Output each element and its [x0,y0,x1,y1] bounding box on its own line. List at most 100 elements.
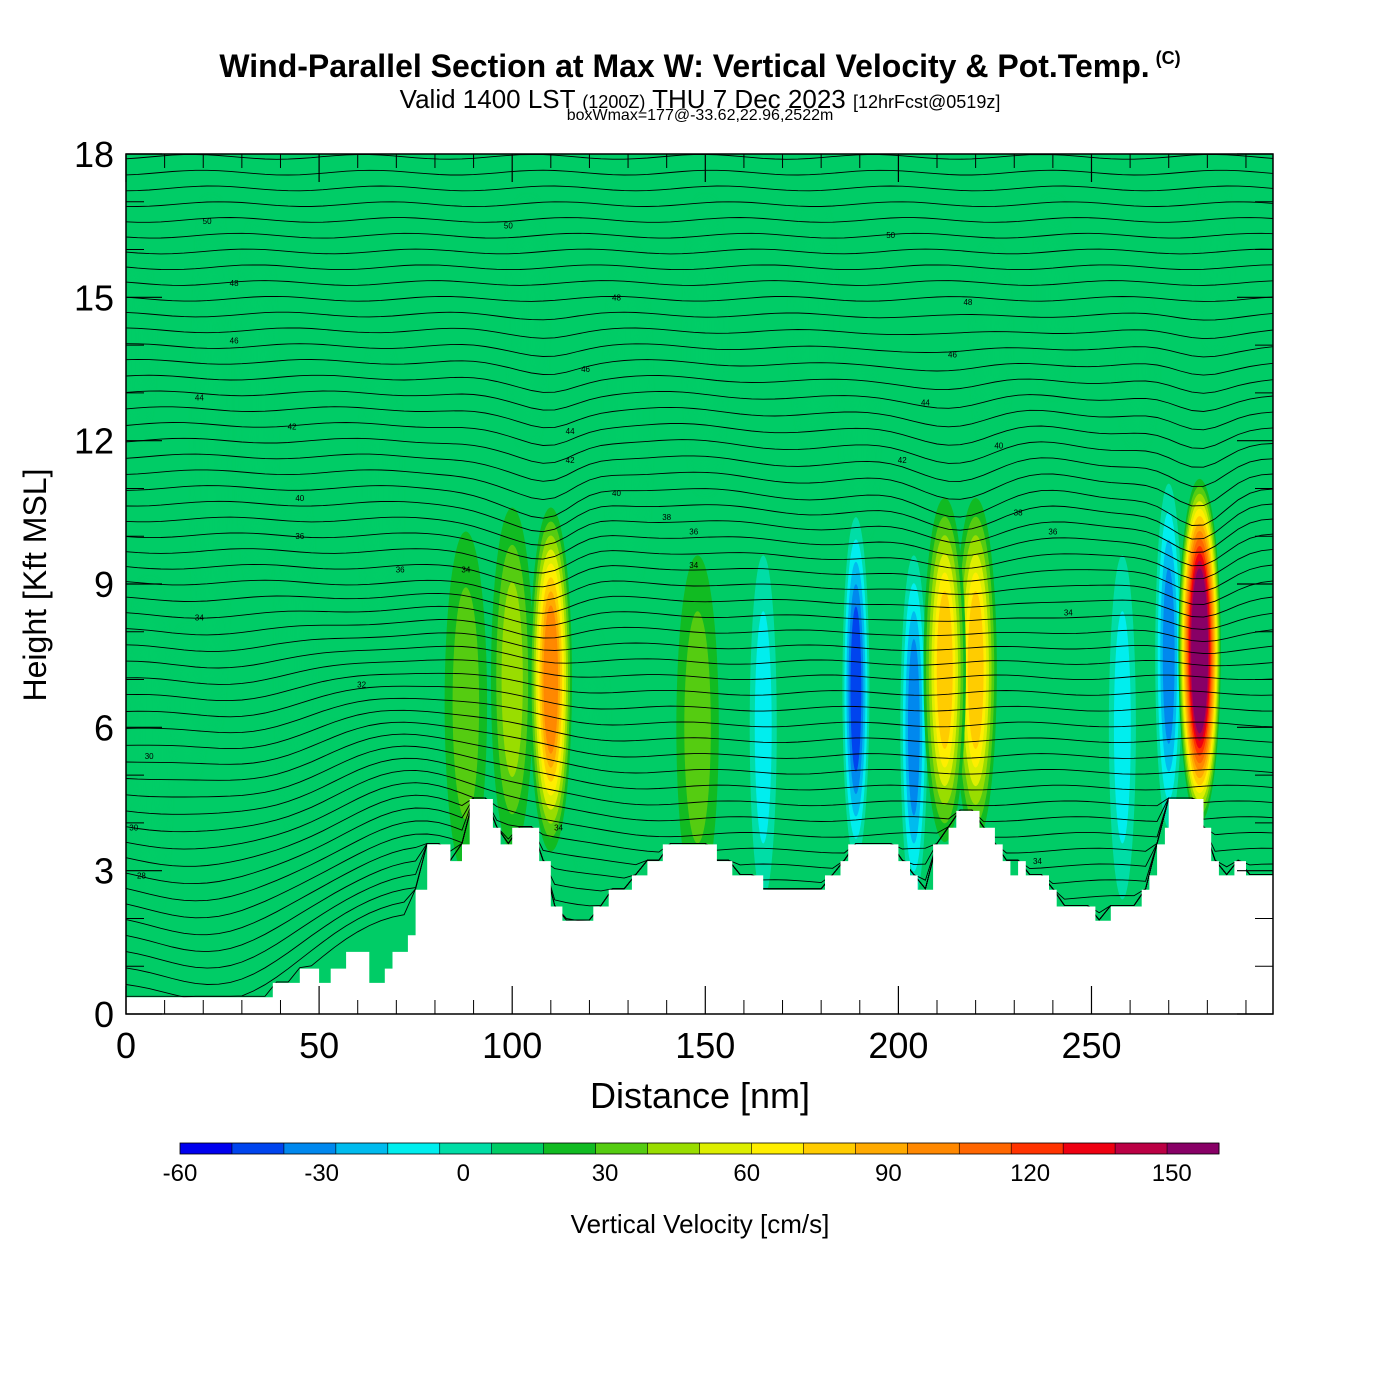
isentrope-label: 48 [963,298,972,307]
x-axis-label: Distance [nm] [590,1075,810,1116]
field-streak [367,345,395,632]
core-band [754,611,772,844]
isentrope-line [126,422,1273,449]
field-streak [848,345,871,537]
isentrope-label: 36 [396,566,405,575]
field-streak [323,727,354,871]
isentrope-line [126,485,1273,526]
isentrope-line [126,645,1273,669]
isentrope-line [126,264,1273,271]
isentrope-label: 42 [566,456,575,465]
field-streak [1125,297,1151,441]
x-tick-label: 100 [482,1025,542,1066]
isentrope-label: 38 [662,513,671,522]
colorbar-swatch [387,1143,441,1154]
colorbar-swatch [491,1143,545,1154]
core-band [452,587,480,820]
y-tick-label: 18 [74,134,114,175]
isentrope-label: 48 [612,293,621,302]
isentrope-line [126,469,1273,507]
colorbar-swatch [803,1143,856,1154]
colorbar-swatch [959,1143,1012,1154]
downdraft-core [749,555,777,900]
isentrope-label: 34 [195,613,204,622]
isentrope-line [126,201,1273,208]
isentrope-line [126,782,1273,850]
chart-title: Wind-Parallel Section at Max W: Vertical… [219,48,1181,84]
isentrope-label: 46 [948,351,957,360]
isentrope-line [126,697,1273,734]
x-tick-label: 250 [1061,1025,1121,1066]
core-band [543,605,559,754]
isentrope-label: 30 [145,752,154,761]
isentrope-line [126,406,1273,431]
isentrope-label: 36 [295,532,304,541]
colorbar-tick-label: 30 [592,1160,619,1187]
downdraft-core [842,517,870,862]
isentrope-label: 48 [230,279,239,288]
isentrope-label: 42 [288,422,297,431]
isentrope-line [126,672,1273,702]
isentrope-line [126,311,1273,321]
field-streak [515,201,541,441]
field-streak [244,225,270,584]
isentrope-label: 34 [554,824,563,833]
isentrope-line [126,745,1273,798]
core-band [936,591,953,749]
terrain [126,799,1273,1014]
isentrope-label: 28 [137,871,146,880]
colorbar-swatch [180,1143,233,1154]
field-streak [577,631,602,871]
colorbar-tick-label: 90 [875,1160,902,1187]
colorbar-swatch [1167,1143,1220,1154]
isentrope-label: 50 [504,222,513,231]
isentrope-label: 46 [230,336,239,345]
isentrope-label: 50 [886,231,895,240]
isentrope-label: 34 [461,566,470,575]
colorbar-swatch [335,1143,389,1154]
colorbar-swatch [439,1143,493,1154]
y-axis-label: Height [Kft MSL] [17,469,53,702]
colorbar-swatch [647,1143,700,1154]
isentrope-label: 34 [1033,857,1042,866]
isentrope-line [126,794,1273,867]
y-tick-label: 6 [94,707,114,748]
valid-utc: (1200Z) [582,92,646,112]
y-tick-label: 12 [74,421,114,462]
isentrope-line [126,390,1273,412]
x-tick-label: 50 [299,1025,339,1066]
isentrope-line [126,516,1273,553]
x-tick-label: 150 [675,1025,735,1066]
boxwmax-info: boxWmax=177@-33.62,22.96,2522m [566,107,834,124]
downdraft-core [900,555,928,900]
colorbar-swatch [283,1143,337,1154]
colorbar-swatch [543,1143,597,1154]
updraft-core [954,498,997,842]
isentrope-label: 32 [357,680,366,689]
y-tick-label: 3 [94,851,114,892]
isentrope-line [126,619,1273,643]
field-streak [691,201,719,489]
updraft-core [444,531,488,876]
isentrope-line [126,592,1273,618]
isentrope-line [126,437,1273,468]
isentrope-line [126,295,1273,302]
isentrope-label: 40 [295,494,304,503]
valid-date: THU 7 Dec 2023 [652,84,846,114]
isentrope-label: 30 [129,824,138,833]
colorbar-swatch [751,1143,804,1154]
core-band [850,606,862,772]
isentrope-line [126,757,1273,815]
isentrope-line [126,532,1273,567]
colorbar-tick-label: 150 [1152,1160,1192,1187]
field-streak [176,631,199,776]
core-band [1113,611,1131,844]
colorbar-tick-label: 0 [457,1160,470,1187]
isentrope-line [126,632,1273,654]
downdraft-core [1155,483,1183,828]
y-tick-label: 9 [94,564,114,605]
isentrope-label: 40 [994,441,1003,450]
terrain-mask [126,799,1273,1014]
isentrope-line [126,605,1273,630]
